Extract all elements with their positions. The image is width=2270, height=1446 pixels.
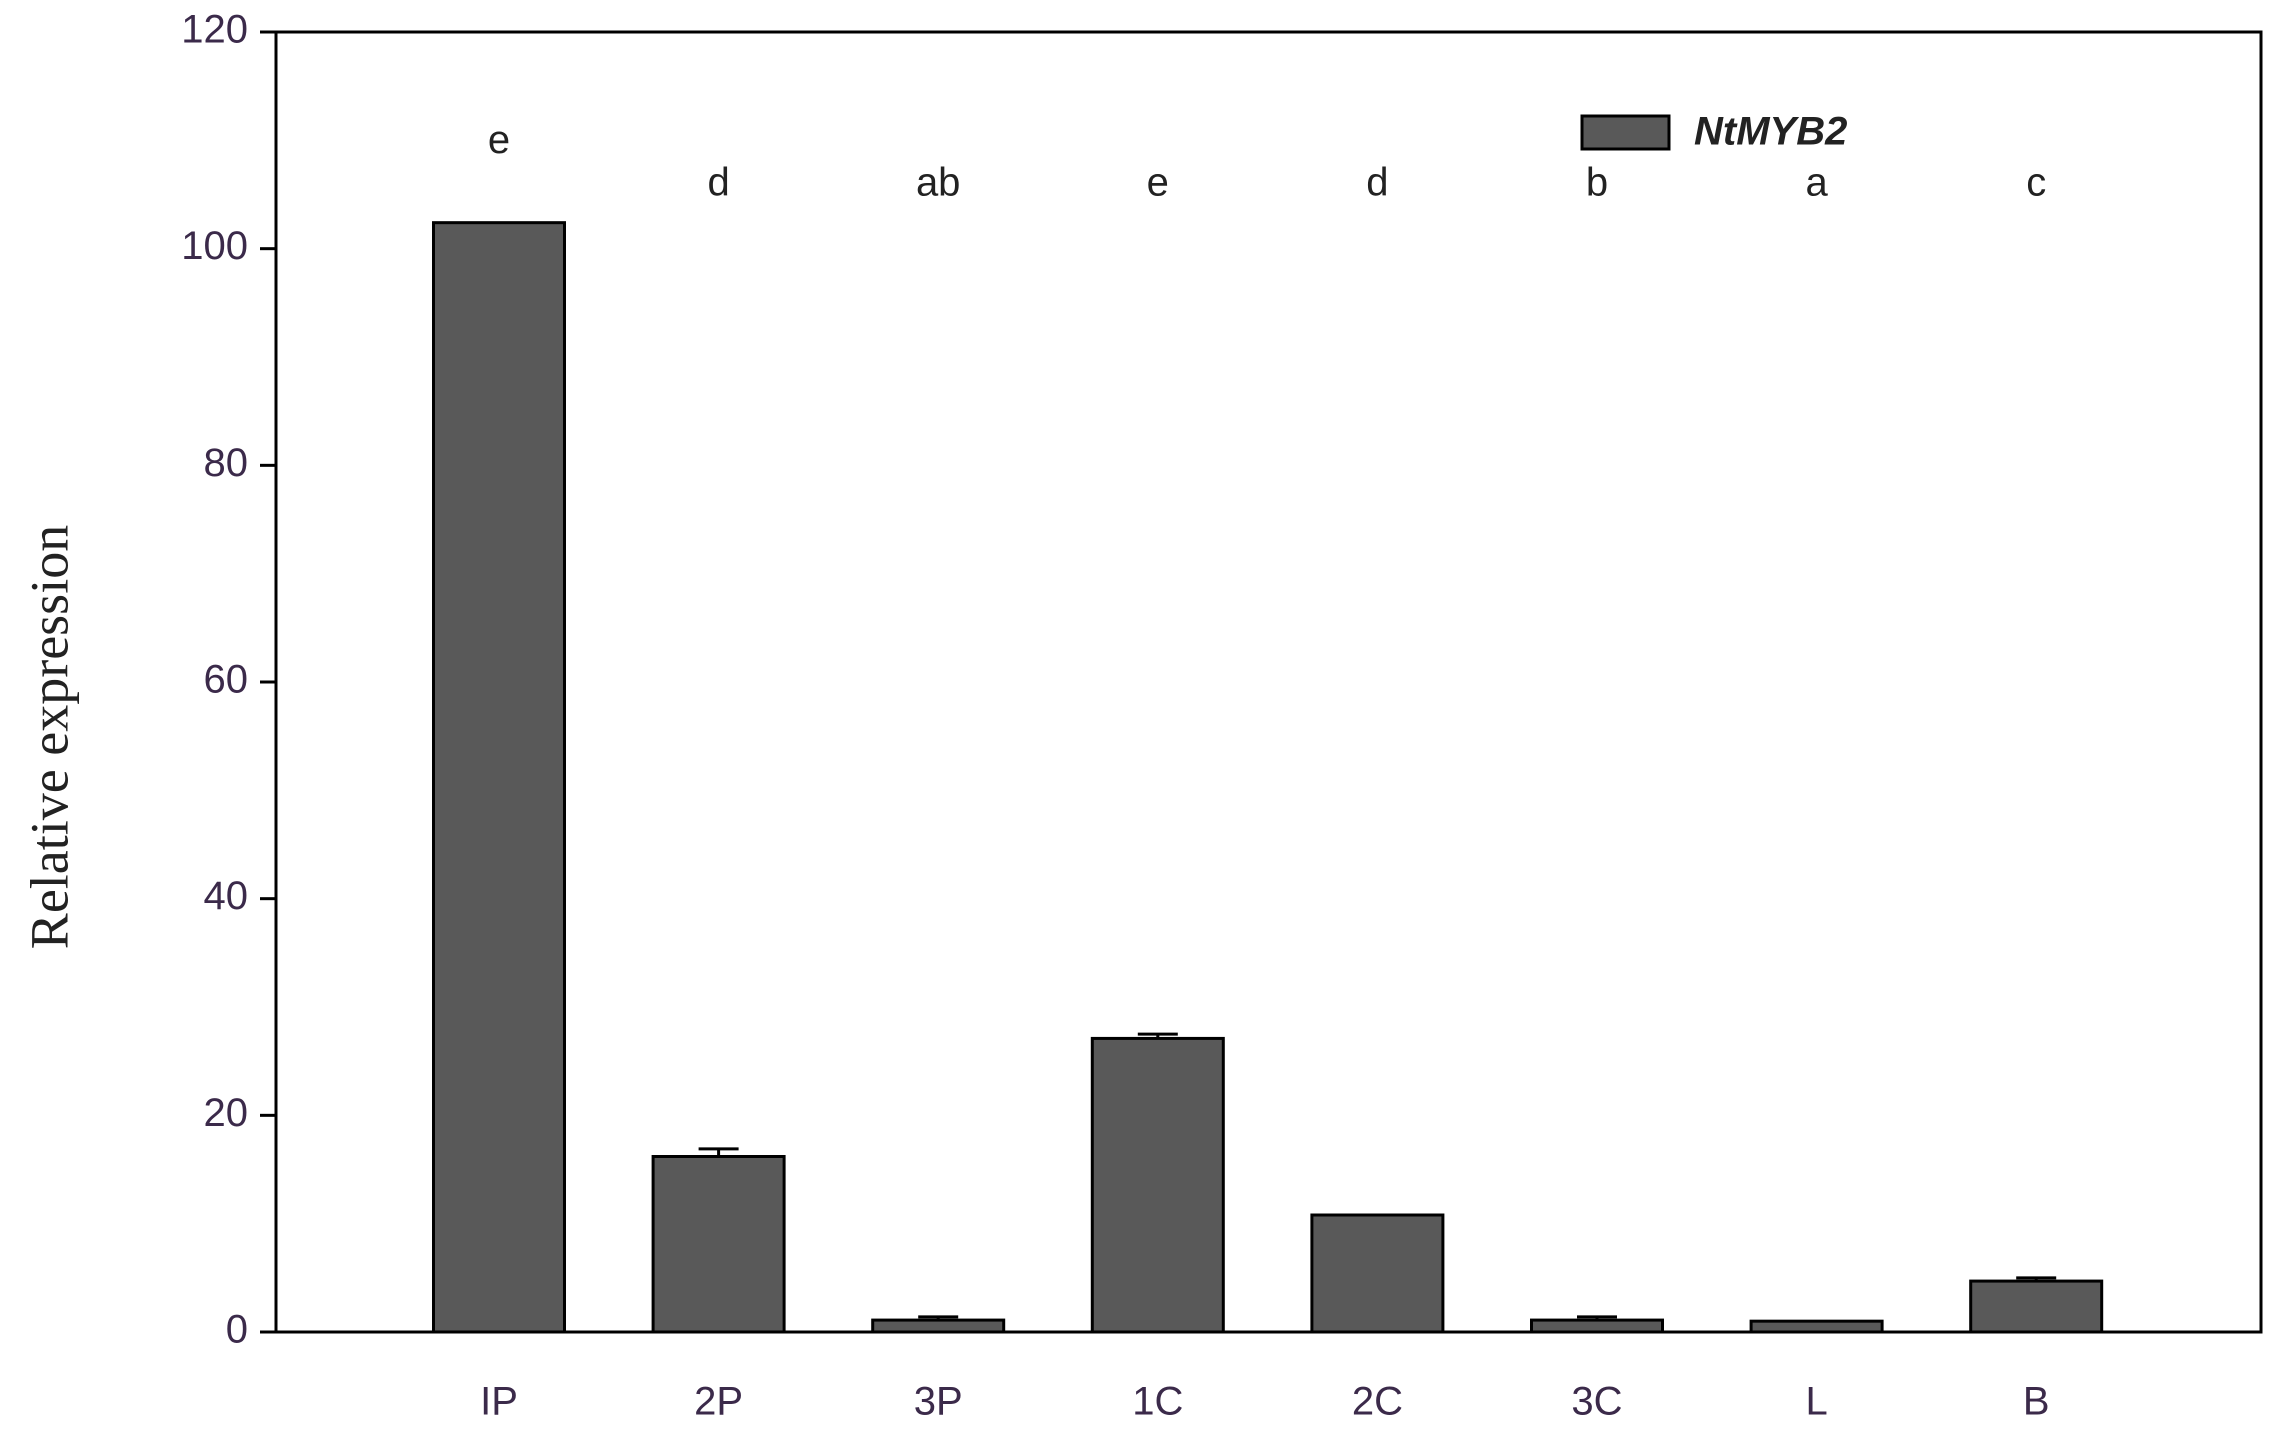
legend-swatch xyxy=(1580,114,1671,151)
x-tick-label: 1C xyxy=(1132,1380,1183,1424)
significance-label: a xyxy=(1805,161,1828,205)
significance-label: b xyxy=(1586,161,1608,205)
x-tick-label: L xyxy=(1805,1380,1827,1424)
legend-label: NtMYB2 xyxy=(1694,110,1847,154)
error-bar xyxy=(918,1315,959,1321)
bar xyxy=(432,221,566,1334)
error-bar xyxy=(698,1147,739,1157)
significance-label: ab xyxy=(916,161,961,205)
significance-label: d xyxy=(1366,161,1388,205)
x-tick-label: 3P xyxy=(914,1380,963,1424)
y-tick-label: 60 xyxy=(204,658,249,702)
y-tick-label: 120 xyxy=(181,8,248,52)
x-tick-label: 2C xyxy=(1352,1380,1403,1424)
bar xyxy=(1310,1213,1445,1334)
bar xyxy=(1090,1036,1225,1334)
y-axis-label: Relative expression xyxy=(19,525,79,949)
significance-label: c xyxy=(2026,161,2046,205)
error-bar xyxy=(1577,1315,1617,1321)
error-bar xyxy=(2016,1276,2057,1282)
error-bar xyxy=(1137,1032,1178,1039)
x-tick-label: 3C xyxy=(1571,1380,1622,1424)
significance-label: d xyxy=(707,161,729,205)
bar xyxy=(1969,1279,2104,1334)
y-tick-label: 20 xyxy=(204,1091,249,1135)
significance-label: e xyxy=(1147,161,1169,205)
y-tick-label: 0 xyxy=(226,1308,248,1352)
significance-label: e xyxy=(488,118,510,162)
x-tick-label: 2P xyxy=(694,1380,743,1424)
y-tick-label: 80 xyxy=(204,441,249,485)
y-tick-label: 40 xyxy=(204,874,249,918)
x-tick-label: B xyxy=(2023,1380,2050,1424)
x-tick-label: IP xyxy=(480,1380,518,1424)
bar xyxy=(1749,1319,1884,1334)
plot-frame xyxy=(274,30,2263,1334)
bar xyxy=(1530,1318,1664,1334)
y-tick-label: 100 xyxy=(181,224,248,268)
bar xyxy=(871,1318,1006,1334)
bar xyxy=(651,1155,786,1334)
